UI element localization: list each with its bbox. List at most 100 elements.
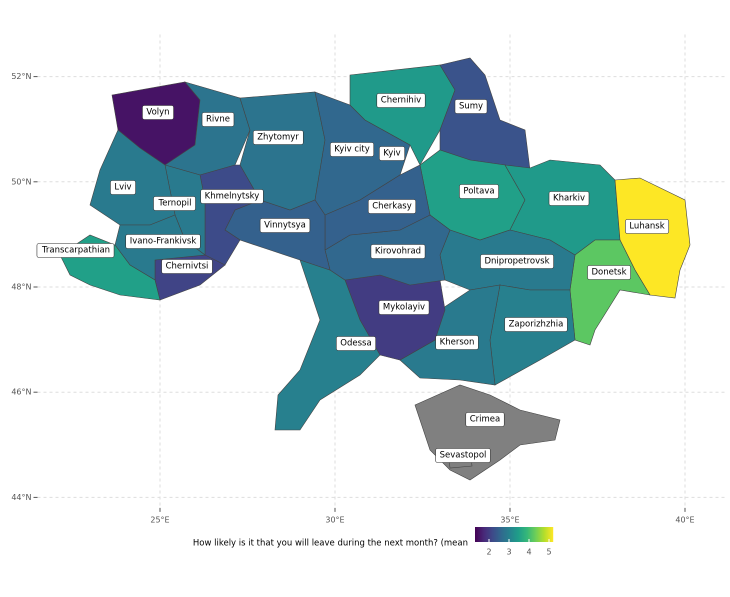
region-label: Kherson	[435, 335, 479, 350]
region-label: Khmelnytsky	[200, 189, 264, 204]
colorbar-segment	[495, 527, 497, 542]
colorbar-segment	[482, 527, 484, 542]
colorbar-segment	[544, 527, 546, 542]
colorbar-segment	[515, 527, 517, 542]
colorbar-segment	[531, 527, 533, 542]
y-tick-label: 52°N	[11, 72, 31, 81]
colorbar-segment	[549, 527, 551, 542]
colorbar-segment	[509, 527, 511, 542]
colorbar-segment	[502, 527, 504, 542]
region-name: Volyn	[146, 108, 169, 118]
region-label: Donetsk	[587, 265, 631, 280]
label-box	[252, 130, 304, 145]
colorbar-segment	[516, 527, 518, 542]
region-label: Odessa	[336, 336, 376, 351]
colorbar-segment	[519, 527, 521, 542]
region-name: Luhansk	[629, 222, 664, 232]
region	[274, 259, 381, 431]
colorbar-segment	[493, 527, 495, 542]
colorbar-segment	[530, 527, 532, 542]
colorbar-segment	[490, 527, 492, 542]
y-tick-label: 48°N	[11, 283, 31, 292]
region-name: Chernihiv	[381, 96, 421, 106]
region-label: Ivano-Frankivsk	[125, 234, 201, 249]
colorbar-segment	[487, 527, 489, 542]
colorbar-segment	[513, 527, 515, 542]
region-name: Cherkasy	[372, 202, 412, 212]
label-box	[142, 105, 174, 120]
colorbar-segment	[547, 527, 549, 542]
x-tick-label: 35°E	[500, 515, 519, 524]
colorbar-segment	[497, 527, 499, 542]
colorbar-segment	[543, 527, 545, 542]
region-label: Crimea	[465, 412, 505, 427]
region-name: Sevastopol	[440, 451, 487, 461]
region-label: Ternopil	[153, 196, 196, 211]
region-label: Kyiv	[379, 146, 405, 161]
colorbar-segment	[477, 527, 479, 542]
region-name: Mykolayiv	[383, 303, 425, 313]
region-label: Volyn	[142, 105, 174, 120]
label-box	[36, 243, 115, 258]
y-tick-label: 46°N	[11, 388, 31, 397]
label-box	[459, 184, 499, 199]
region-name: Kirovohrad	[375, 247, 421, 257]
region-name: Poltava	[463, 187, 494, 197]
y-tick-label: 44°N	[11, 493, 31, 502]
region-label: Sumy	[454, 99, 488, 114]
colorbar-segment	[524, 527, 526, 542]
colorbar-segment	[481, 527, 483, 542]
colorbar-segment	[475, 527, 477, 542]
colorbar-segment	[525, 527, 527, 542]
colorbar-segment	[503, 527, 505, 542]
x-tick-label: 40°E	[675, 515, 694, 524]
region-label: Luhansk	[625, 219, 670, 234]
label-box	[201, 112, 235, 127]
region-name: Donetsk	[591, 268, 626, 278]
colorbar-segment	[496, 527, 498, 542]
region-label: Dnipropetrovsk	[480, 254, 554, 269]
colorbar-segment	[511, 527, 513, 542]
region-name: Zaporizhzhia	[509, 320, 564, 330]
colorbar-segment	[489, 527, 491, 542]
colorbar-segment	[535, 527, 537, 542]
colorbar-segment	[483, 527, 485, 542]
label-box	[465, 412, 505, 427]
region-name: Vinnytsya	[264, 221, 306, 231]
colorbar-segment	[488, 527, 490, 542]
region-label: Lviv	[110, 180, 136, 195]
region-label: Kyiv city	[329, 142, 375, 157]
colorbar-segment	[546, 527, 548, 542]
region	[414, 384, 561, 481]
colorbar-segment	[478, 527, 480, 542]
label-box	[161, 259, 213, 274]
region-name: Lviv	[114, 183, 131, 193]
colorbar-segment	[534, 527, 536, 542]
colorbar-segment	[484, 527, 486, 542]
region-label: Vinnytsya	[259, 218, 311, 233]
region-name: Kyiv city	[334, 145, 369, 155]
colorbar-segment	[551, 527, 553, 542]
colorbar-segment	[542, 527, 544, 542]
region-label: Rivne	[201, 112, 235, 127]
region-name: Transcarpathian	[41, 246, 110, 256]
label-box	[435, 448, 491, 463]
region-name: Khmelnytsky	[205, 192, 260, 202]
region-label: Poltava	[459, 184, 499, 199]
label-box	[110, 180, 136, 195]
colorbar-segment	[523, 527, 525, 542]
y-tick-label: 50°N	[11, 177, 31, 186]
region-name: Chernivtsi	[166, 262, 209, 272]
colorbar-segment	[498, 527, 500, 542]
label-box	[454, 99, 488, 114]
colorbar-segment	[533, 527, 535, 542]
colorbar-segment	[539, 527, 541, 542]
colorbar-segment	[485, 527, 487, 542]
label-box	[504, 317, 568, 332]
colorbar-segment	[501, 527, 503, 542]
region-label: Zaporizhzhia	[504, 317, 568, 332]
colorbar-segment	[528, 527, 530, 542]
colorbar-segment	[552, 527, 554, 542]
region-name: Crimea	[470, 415, 501, 425]
x-tick-label: 25°E	[150, 515, 169, 524]
